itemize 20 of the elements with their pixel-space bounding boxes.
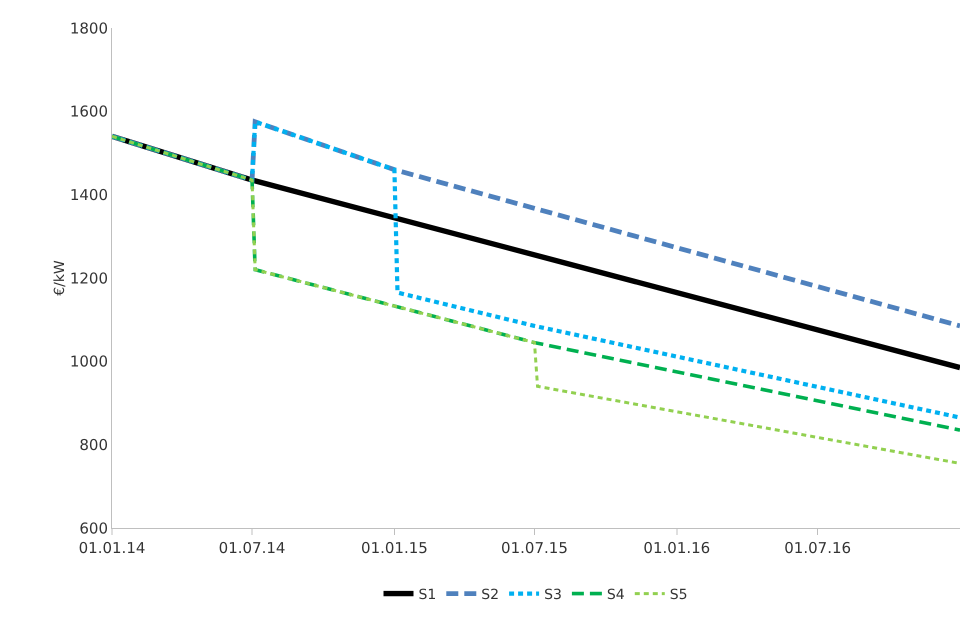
y-axis-title: €/kW bbox=[52, 260, 68, 296]
x-tick-label: 01.07.16 bbox=[784, 539, 852, 557]
x-tick-label: 01.01.15 bbox=[361, 539, 428, 557]
legend-label: S4 bbox=[606, 587, 625, 604]
y-tick-label: 1200 bbox=[70, 269, 108, 288]
y-tick-label: 800 bbox=[79, 436, 108, 454]
legend-label: S1 bbox=[418, 587, 436, 604]
y-tick-label: 1400 bbox=[70, 186, 108, 204]
legend-label: S3 bbox=[544, 587, 562, 604]
y-tick-label: 1800 bbox=[70, 19, 108, 38]
line-series bbox=[112, 119, 960, 328]
y-tick-label: 600 bbox=[79, 519, 108, 538]
y-tick-label: 1000 bbox=[70, 352, 108, 371]
x-tick-label: 01.07.14 bbox=[218, 539, 286, 557]
x-tick-label: 01.07.15 bbox=[501, 539, 568, 557]
y-tick-label: 1600 bbox=[70, 102, 108, 121]
legend-label: S5 bbox=[670, 587, 688, 604]
x-tick-label: 01.01.14 bbox=[78, 539, 146, 557]
x-tick-label: 01.01.16 bbox=[643, 539, 710, 557]
legend-label: S2 bbox=[481, 587, 500, 604]
